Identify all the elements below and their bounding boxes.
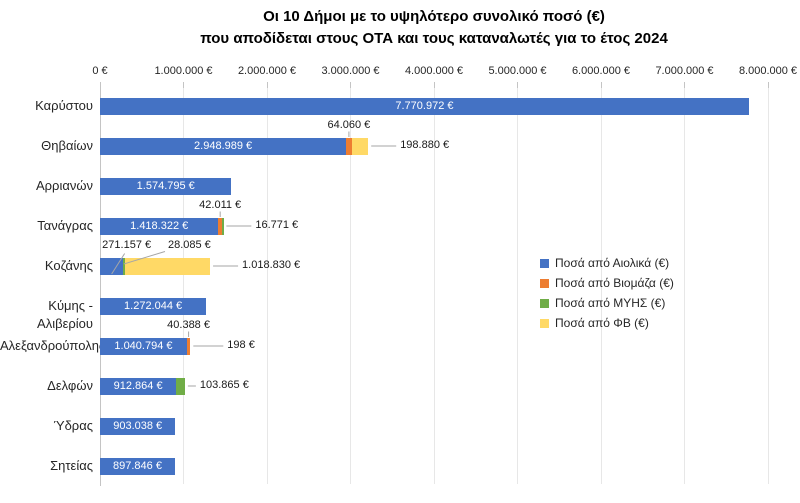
bar-data-label: 198 €	[227, 339, 255, 351]
category-label: Αλεξανδρούπολης	[0, 338, 106, 353]
category-axis-line	[99, 86, 101, 486]
bar-segment	[346, 137, 352, 155]
bar-segment	[100, 297, 207, 315]
category-label: Τανάγρας	[37, 218, 93, 233]
category-label: Κύμης - Αλιβερίου	[37, 298, 93, 331]
gridline	[684, 88, 685, 484]
bar-segment	[221, 217, 224, 235]
axis-tick	[183, 82, 184, 88]
legend-item: Ποσά από ΜΥΗΣ (€)	[540, 293, 674, 313]
axis-tick	[433, 82, 435, 88]
legend: Ποσά από Αιολικά (€) Ποσά από Βιομάζα (€)…	[540, 253, 674, 333]
chart-title-line1: Οι 10 Δήμοι με το υψηλότερο συνολικό ποσ…	[263, 8, 605, 25]
x-axis-label: 8.000.000 €	[738, 65, 798, 77]
x-axis-label: 3.000.000 €	[321, 65, 380, 77]
bar-data-label: 897.846 €	[113, 460, 162, 472]
axis-tick	[266, 82, 268, 88]
bar-segment	[218, 217, 222, 235]
bar-segment	[100, 417, 176, 435]
legend-label: Ποσά από ΜΥΗΣ (€)	[555, 296, 666, 310]
category-label: Θηβαίων	[41, 138, 93, 153]
legend-swatch	[540, 298, 549, 308]
gridline	[767, 88, 769, 484]
bar-data-label: 103.865 €	[199, 379, 249, 391]
category-label: Κοζάνης	[44, 258, 93, 273]
x-axis-label: 0 €	[92, 65, 108, 77]
x-axis-label: 4.000.000 €	[404, 65, 464, 77]
axis-tick	[517, 82, 518, 88]
bar-segment	[100, 457, 175, 475]
legend-item: Ποσά από Αιολικά (€)	[540, 253, 674, 273]
bar-data-label: 903.038 €	[113, 420, 163, 432]
chart-title: Οι 10 Δήμοι με το υψηλότερο συνολικό ποσ…	[68, 6, 800, 50]
bar-data-label: 1.040.794 €	[114, 340, 173, 352]
chart-title-line2: που αποδίδεται στους ΟΤΑ και τους κατανα…	[200, 30, 668, 47]
category-label: Σητείας	[50, 458, 93, 473]
bar-data-label: 40.388 €	[167, 318, 210, 331]
bar-data-label: 271.157 €	[102, 238, 152, 251]
legend-label: Ποσά από Αιολικά (€)	[555, 256, 670, 270]
legend-label: Ποσά από ΦΒ (€)	[555, 316, 649, 330]
bar-segment	[124, 257, 211, 275]
bar-data-label: 1.018.830 €	[242, 259, 301, 271]
bar-data-label: 912.864 €	[113, 380, 163, 392]
gridline	[266, 88, 268, 484]
bar-data-label: 198.880 €	[400, 139, 450, 151]
legend-swatch	[540, 258, 549, 268]
bar-data-label: 1.272.044 €	[124, 300, 183, 312]
x-axis-label: 6.000.000 €	[571, 65, 631, 77]
legend-label: Ποσά από Βιομάζα (€)	[555, 276, 674, 290]
gridline	[600, 88, 602, 484]
bar-segment	[100, 177, 232, 195]
axis-tick	[350, 82, 351, 88]
x-axis-label: 2.000.000 €	[237, 65, 297, 77]
bar-segment	[100, 217, 219, 235]
gridline	[517, 88, 518, 484]
bar-data-label: 1.574.795 €	[136, 180, 195, 192]
x-axis-label: 7.000.000 €	[655, 65, 714, 77]
x-axis-label: 5.000.000 €	[488, 65, 547, 77]
gridline	[433, 88, 435, 484]
bar-data-label: 16.771 €	[255, 219, 299, 231]
bar-data-label: 64.060 €	[327, 118, 371, 131]
bar-data-label: 42.011 €	[199, 198, 242, 211]
axis-tick	[767, 82, 769, 88]
legend-swatch	[540, 278, 549, 288]
legend-item: Ποσά από ΦΒ (€)	[540, 313, 674, 333]
x-axis-label: 1.000.000 €	[154, 65, 213, 77]
bar-data-label: 1.418.322 €	[130, 220, 189, 232]
bar-segment	[176, 377, 185, 395]
bar-segment	[351, 137, 369, 155]
bar-segment	[100, 97, 749, 115]
bar-data-label: 28.085 €	[167, 238, 211, 251]
bar-data-label: 2.948.989 €	[194, 140, 253, 152]
category-label: Αρριανών	[35, 178, 93, 193]
axis-tick	[600, 82, 602, 88]
legend-item: Ποσά από Βιομάζα (€)	[540, 273, 674, 293]
bar-segment	[100, 377, 177, 395]
gridline	[183, 88, 184, 484]
bar-data-label: 7.770.972 €	[395, 100, 454, 112]
gridline	[350, 88, 351, 484]
legend-swatch	[540, 318, 549, 328]
bar-segment	[186, 337, 191, 355]
bar-segment	[100, 137, 347, 155]
bar-segment	[100, 337, 187, 355]
bar-segment	[100, 257, 123, 275]
axis-tick	[684, 82, 685, 88]
category-label: Ύδρας	[53, 418, 93, 433]
category-label: Καρύστου	[35, 98, 93, 113]
category-label: Δελφών	[47, 378, 93, 393]
axis-tick	[99, 82, 101, 88]
